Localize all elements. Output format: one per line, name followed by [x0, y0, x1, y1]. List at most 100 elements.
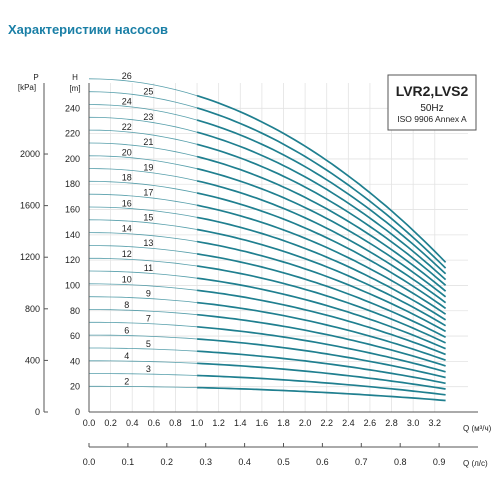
- curve-3: [197, 374, 446, 396]
- p-tick-label: 0: [35, 407, 40, 417]
- x-tick-label: 1.6: [256, 418, 269, 428]
- x2-tick-label: 0.4: [238, 457, 251, 467]
- curve-label: 11: [144, 263, 153, 273]
- curve-11-thin: [88, 270, 198, 279]
- curve-label: 26: [122, 71, 132, 81]
- curve-25: [196, 107, 447, 269]
- x2-tick-label: 0.0: [83, 457, 96, 467]
- grid: [88, 83, 468, 413]
- p-axis-unit: [kPa]: [18, 83, 36, 92]
- curve-7: [197, 325, 446, 373]
- x-tick-label: 0.0: [83, 418, 96, 428]
- curve-label: 14: [122, 224, 132, 234]
- h-tick-label: 40: [70, 356, 80, 366]
- curve-label: 2: [124, 376, 129, 386]
- curve-label: 4: [124, 351, 129, 361]
- curve-8: [197, 313, 446, 367]
- curve-22-thin: [88, 129, 198, 145]
- curve-4-thin: [89, 360, 198, 364]
- x2-tick-label: 0.5: [277, 457, 290, 467]
- curve-label: 24: [122, 96, 132, 106]
- curve-label: 10: [122, 275, 132, 285]
- curve-label: 5: [146, 339, 151, 349]
- x-tick-label: 1.2: [212, 418, 225, 428]
- x-tick-label: 2.2: [320, 418, 333, 428]
- h-tick-label: 60: [70, 331, 80, 341]
- h-tick-label: 100: [65, 280, 80, 290]
- x-tick-label: 1.0: [191, 418, 204, 428]
- curve-24-thin: [88, 104, 198, 121]
- curve-23-thin: [88, 116, 198, 133]
- frequency-label: 50Hz: [420, 103, 443, 114]
- curve-24: [196, 119, 447, 275]
- x2-tick-label: 0.6: [316, 457, 329, 467]
- curve-26: [196, 94, 447, 263]
- h-tick-label: 0: [75, 407, 80, 417]
- curve-2: [197, 386, 446, 402]
- curve-label: 20: [122, 147, 132, 157]
- x2-tick-label: 0.9: [433, 457, 446, 467]
- info-box: LVR2,LVS2 50Hz ISO 9906 Annex A: [387, 74, 477, 131]
- curve-8-thin: [88, 309, 198, 316]
- curve-15-thin: [88, 219, 198, 230]
- h-tick-label: 200: [65, 154, 80, 164]
- curve-15: [196, 228, 447, 327]
- curves: 2345678910111213141516171819202122232425…: [88, 71, 447, 402]
- curve-22: [196, 143, 447, 286]
- x2-tick-label: 0.8: [394, 457, 407, 467]
- h-axis-label: H: [72, 73, 78, 82]
- x2-tick-label: 0.2: [161, 457, 174, 467]
- h-tick-label: 240: [65, 103, 80, 113]
- curve-label: 3: [146, 364, 151, 374]
- curve-19: [196, 180, 447, 304]
- p-tick-label: 1200: [20, 252, 40, 262]
- curve-label: 25: [143, 87, 153, 97]
- curve-label: 13: [143, 238, 153, 248]
- p-tick-label: 2000: [20, 149, 40, 159]
- curve-9: [197, 301, 446, 362]
- x-tick-label: 0.2: [104, 418, 117, 428]
- curve-9-thin: [88, 296, 198, 303]
- page-title: Характеристики насосов: [8, 22, 169, 37]
- x-tick-label: 1.8: [277, 418, 290, 428]
- curve-12: [196, 265, 446, 344]
- x-tick-label: 0.4: [126, 418, 139, 428]
- axes: P [kPa] H [m] Q (м³/ч) Q (л/с) 0.0 0.2 0.4…: [18, 73, 492, 468]
- curve-14: [196, 240, 447, 333]
- p-axis-label: P: [33, 73, 38, 82]
- h-tick-label: 180: [65, 179, 80, 189]
- curve-7-thin: [89, 321, 198, 328]
- x-tick-label: 0.8: [169, 418, 182, 428]
- x-axis-label: Q (м³/ч): [463, 424, 492, 433]
- curve-17-thin: [88, 193, 198, 206]
- curve-16: [196, 216, 447, 321]
- x-tick-label: 1.4: [234, 418, 247, 428]
- curve-20: [196, 167, 447, 298]
- h-tick-label: 160: [65, 205, 80, 215]
- curve-label: 17: [143, 188, 153, 198]
- standard-label: ISO 9906 Annex A: [397, 114, 467, 124]
- h-tick-label: 20: [70, 382, 80, 392]
- x-tick-label: 3.2: [429, 418, 442, 428]
- curve-label: 7: [146, 314, 151, 324]
- curve-label: 22: [122, 122, 132, 132]
- h-tick-label: 120: [65, 255, 80, 265]
- curve-label: 12: [122, 249, 132, 259]
- curve-label: 8: [124, 300, 129, 310]
- x-tick-label: 2.8: [385, 418, 398, 428]
- x2-tick-label: 0.1: [122, 457, 135, 467]
- curve-label: 6: [124, 326, 129, 336]
- curve-label: 9: [146, 288, 151, 298]
- p-tick-label: 1600: [20, 201, 40, 211]
- curve-label: 21: [143, 137, 153, 147]
- curve-21: [196, 155, 447, 292]
- curve-16-thin: [88, 206, 198, 218]
- h-tick-label: 140: [65, 230, 80, 240]
- curve-20-thin: [88, 155, 198, 170]
- curve-23: [196, 131, 447, 281]
- curve-18: [196, 192, 447, 310]
- x2-axis-label: Q (л/с): [463, 459, 488, 468]
- p-tick-label: 400: [25, 355, 40, 365]
- curve-26-thin: [88, 78, 198, 97]
